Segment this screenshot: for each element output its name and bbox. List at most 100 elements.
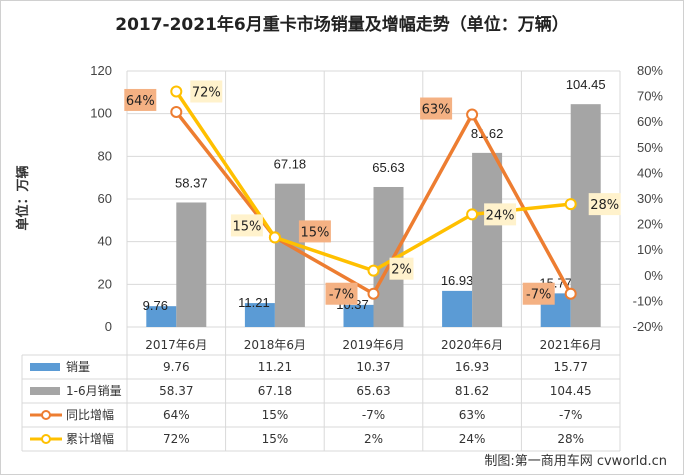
- y2-tick-label: 10%: [637, 242, 663, 257]
- marker-yoy: [170, 105, 183, 118]
- y2-tick-label: -10%: [633, 293, 664, 308]
- y-tick-label: 60: [98, 191, 112, 206]
- pct-label-cumulative: 72%: [192, 85, 221, 100]
- legend-key-bar: [30, 363, 60, 371]
- table-cell: 24%: [459, 432, 486, 446]
- table-cell: 64%: [163, 408, 190, 422]
- table-cell: 58.37: [159, 384, 193, 398]
- y2-tick-label: 50%: [637, 140, 663, 155]
- legend-label: 1-6月销量: [66, 384, 122, 398]
- marker-cumulative: [268, 231, 281, 244]
- pct-label-box: [298, 220, 331, 243]
- bar-cumulative: [176, 202, 207, 327]
- lines: 64% 15% -7% 63% -7% 72% 15% 2% 24% 28%: [124, 80, 621, 305]
- pct-label-cumulative: 2%: [391, 263, 412, 278]
- table-cell: 11.21: [258, 360, 292, 374]
- table-cell: 72%: [163, 432, 190, 446]
- bar-monthly: [343, 304, 374, 327]
- y2-tick-label: 20%: [637, 217, 663, 232]
- y2-tick-label: 70%: [637, 89, 663, 104]
- y-tick-label: 40: [98, 234, 112, 249]
- table-category: 2019年6月: [342, 338, 404, 352]
- marker-cumulative: [466, 208, 479, 221]
- chart-title: 2017-2021年6月重卡市场销量及增幅走势（单位：万辆）: [115, 14, 569, 35]
- bars: 9.7611.2110.3716.9315.7758.3767.1865.638…: [143, 77, 606, 327]
- y-axis-label: 单位：万辆: [15, 165, 31, 230]
- data-label: 9.76: [143, 298, 168, 313]
- y-tick-label: 20: [98, 276, 112, 291]
- marker-yoy: [466, 108, 479, 121]
- data-label: 11.21: [238, 295, 270, 310]
- y2-tick-label: -20%: [633, 319, 664, 334]
- y-tick-label: 80: [98, 148, 112, 163]
- table-category: 2017年6月: [145, 338, 207, 352]
- y-tick-label: 100: [90, 106, 112, 121]
- table-category: 2020年6月: [441, 338, 503, 352]
- table-cell: 10.37: [356, 360, 390, 374]
- y2-tick-label: 60%: [637, 114, 663, 129]
- bar-monthly: [146, 306, 177, 327]
- pct-label-yoy: -7%: [526, 288, 551, 303]
- legend-label: 累计增幅: [66, 431, 114, 446]
- data-label: 67.18: [274, 157, 307, 172]
- grid-lines: [126, 70, 621, 328]
- pct-label-yoy: 15%: [300, 225, 329, 240]
- credit-text: 制图:第一商用车网 cvworld.cn: [484, 453, 667, 469]
- legend-label: 同比增幅: [66, 407, 114, 422]
- pct-label-cumulative: 15%: [232, 219, 261, 234]
- legend-key-marker: [41, 434, 51, 444]
- pct-label-box: [325, 282, 358, 305]
- y2-tick-label: 40%: [637, 165, 663, 180]
- marker-cumulative: [367, 264, 380, 277]
- pct-label-cumulative: 24%: [486, 208, 515, 223]
- table-category: 2021年6月: [540, 338, 602, 352]
- marker-cumulative: [564, 198, 577, 211]
- marker-cumulative: [170, 85, 183, 98]
- y2-tick-label: 80%: [637, 63, 663, 78]
- table-cell: 2%: [364, 432, 383, 446]
- y2-tick-label: 30%: [637, 191, 663, 206]
- data-label: 65.63: [372, 160, 405, 175]
- legend-key-bar: [30, 387, 60, 395]
- table-cell: 65.63: [356, 384, 390, 398]
- bar-monthly: [442, 290, 473, 327]
- table-cell: 28%: [557, 432, 584, 446]
- table-cell: 9.76: [163, 360, 190, 374]
- bar-cumulative: [274, 183, 305, 327]
- table-cell: 15%: [262, 408, 289, 422]
- pct-label-box: [484, 203, 517, 226]
- y2-axis-ticks: -20% -10% 0% 10% 20% 30% 40% 50% 60% 70% 80%: [633, 63, 664, 334]
- pct-label-box: [190, 80, 223, 103]
- table-cell: 63%: [459, 408, 486, 422]
- table-category: 2018年6月: [244, 338, 306, 352]
- table-cell: -7%: [559, 408, 582, 422]
- pct-label-box: [522, 282, 555, 305]
- data-label: 58.37: [175, 175, 208, 190]
- table-cell: 67.18: [258, 384, 292, 398]
- pct-label-box: [389, 257, 414, 280]
- pct-label-yoy: 64%: [126, 94, 155, 109]
- y2-tick-label: 0%: [644, 268, 663, 283]
- data-label: 16.93: [441, 273, 474, 288]
- data-label: 104.45: [566, 77, 606, 92]
- pct-label-box: [420, 97, 453, 120]
- legend-label: 销量: [66, 360, 90, 374]
- table-cell: 15.77: [554, 360, 588, 374]
- bar-monthly: [244, 303, 275, 327]
- marker-yoy: [367, 287, 380, 300]
- pct-label-box: [588, 193, 621, 216]
- marker-yoy: [564, 287, 577, 300]
- bar-cumulative: [472, 152, 503, 327]
- table-cell: 15%: [262, 432, 289, 446]
- pct-label-box: [230, 214, 263, 237]
- table-cell: -7%: [362, 408, 385, 422]
- pct-label-box: [124, 88, 157, 111]
- pct-label-cumulative: 28%: [590, 198, 619, 213]
- pct-label-yoy: -7%: [329, 288, 354, 303]
- y-tick-label: 120: [90, 63, 112, 78]
- y-axis-ticks: 0 20 40 60 80 100 120: [90, 63, 112, 334]
- pct-label-yoy: 63%: [422, 103, 451, 118]
